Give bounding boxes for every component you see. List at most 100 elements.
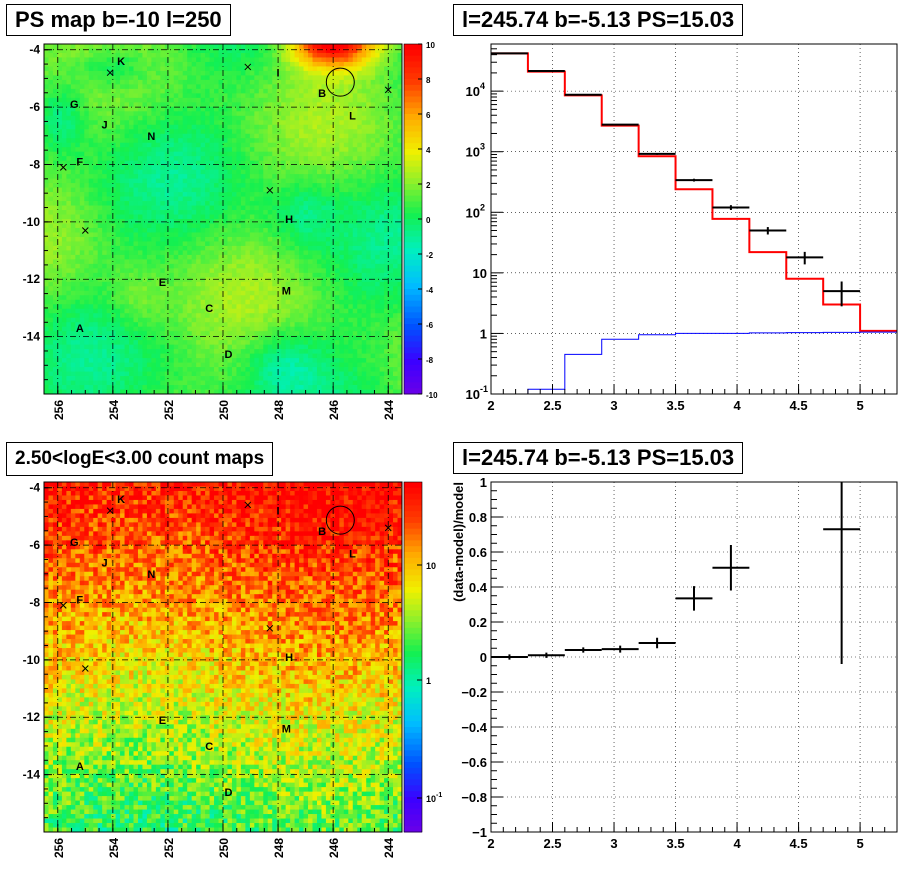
heatmap-cell (370, 205, 376, 211)
heatmap-cell (137, 192, 143, 197)
heatmap-cell (169, 304, 175, 310)
heatmap-cell (267, 250, 273, 256)
heatmap-cell (75, 201, 81, 206)
heatmap-cell (325, 214, 331, 220)
heatmap-cell (218, 57, 224, 63)
heatmap-cell (231, 187, 237, 193)
heatmap-cell (384, 66, 389, 72)
heatmap-cell (370, 79, 376, 85)
heatmap-cell (187, 138, 193, 144)
heatmap-cell (231, 75, 237, 81)
heatmap-cell (240, 250, 246, 256)
ps-map-heatmap (44, 44, 402, 394)
heatmap-cell (178, 205, 184, 211)
heatmap-cell (142, 232, 148, 238)
heatmap-cell (124, 281, 130, 287)
heatmap-cell (325, 129, 331, 135)
heatmap-cell (48, 156, 54, 162)
heatmap-cell (214, 138, 219, 144)
heatmap-cell (115, 70, 121, 76)
heatmap-cell (227, 304, 233, 310)
heatmap-cell (146, 147, 152, 153)
heatmap-cell (196, 106, 202, 112)
heatmap-cell (263, 156, 269, 162)
heatmap-cell (334, 88, 340, 94)
heatmap-cell (281, 295, 287, 301)
heatmap-cell (88, 232, 94, 238)
heatmap-cell (196, 214, 202, 220)
heatmap-cell (111, 196, 117, 202)
heatmap-cell (379, 295, 385, 301)
heatmap-cell (384, 254, 389, 260)
heatmap-cell (352, 93, 358, 99)
heatmap-cell (205, 75, 210, 81)
heatmap-cell (312, 281, 318, 287)
heatmap-cell (299, 75, 304, 81)
heatmap-cell (191, 223, 197, 229)
heatmap-cell (187, 295, 193, 301)
heatmap-cell (294, 210, 300, 215)
heatmap-cell (187, 178, 193, 184)
heatmap-cell (384, 61, 389, 67)
heatmap-cell (227, 138, 233, 144)
heatmap-cell (258, 48, 264, 54)
heatmap-cell (88, 75, 94, 81)
heatmap-cell (223, 263, 228, 269)
heatmap-cell (254, 299, 260, 305)
heatmap-cell (227, 48, 233, 54)
heatmap-cell (124, 304, 130, 310)
heatmap-cell (75, 272, 81, 278)
heatmap-cell (196, 129, 202, 135)
heatmap-cell (294, 97, 300, 103)
heatmap-cell (169, 219, 175, 224)
heatmap-cell (240, 241, 246, 247)
heatmap-cell (205, 57, 210, 63)
heatmap-cell (169, 88, 175, 94)
heatmap-cell (129, 93, 134, 99)
heatmap-cell (84, 138, 90, 144)
heatmap-cell (218, 93, 224, 99)
heatmap-cell (339, 75, 345, 81)
heatmap-cell (155, 124, 161, 130)
heatmap-cell (173, 88, 179, 94)
heatmap-cell (281, 120, 287, 126)
heatmap-cell (245, 317, 251, 323)
heatmap-cell (200, 277, 206, 283)
heatmap-cell (88, 187, 94, 193)
heatmap-cell (375, 48, 381, 54)
heatmap-cell (299, 97, 304, 103)
heatmap-cell (93, 147, 99, 153)
heatmap-cell (249, 61, 255, 67)
heatmap-cell (142, 111, 148, 117)
heatmap-cell (182, 245, 188, 251)
heatmap-cell (290, 259, 296, 265)
heatmap-cell (84, 304, 90, 310)
heatmap-cell (124, 263, 130, 269)
heatmap-cell (124, 61, 130, 67)
heatmap-cell (93, 133, 99, 139)
heatmap-cell (164, 115, 170, 121)
heatmap-cell (357, 295, 363, 301)
heatmap-cell (155, 295, 161, 301)
heatmap-cell (88, 281, 94, 287)
heatmap-cell (384, 142, 389, 148)
heatmap-cell (245, 115, 251, 121)
heatmap-cell (75, 174, 81, 180)
heatmap-cell (294, 48, 300, 54)
heatmap-cell (79, 165, 85, 171)
heatmap-cell (384, 124, 389, 130)
heatmap-cell (164, 129, 170, 135)
heatmap-cell (263, 313, 269, 319)
heatmap-cell (124, 111, 130, 117)
heatmap-cell (124, 259, 130, 265)
heatmap-cell (191, 174, 197, 180)
heatmap-cell (370, 115, 376, 121)
heatmap-cell (285, 272, 291, 278)
heatmap-cell (240, 299, 246, 305)
heatmap-cell (146, 165, 152, 171)
heatmap-cell (88, 236, 94, 242)
heatmap-cell (129, 205, 134, 211)
heatmap-cell (312, 178, 318, 184)
heatmap-cell (142, 178, 148, 184)
heatmap-cell (290, 48, 296, 54)
